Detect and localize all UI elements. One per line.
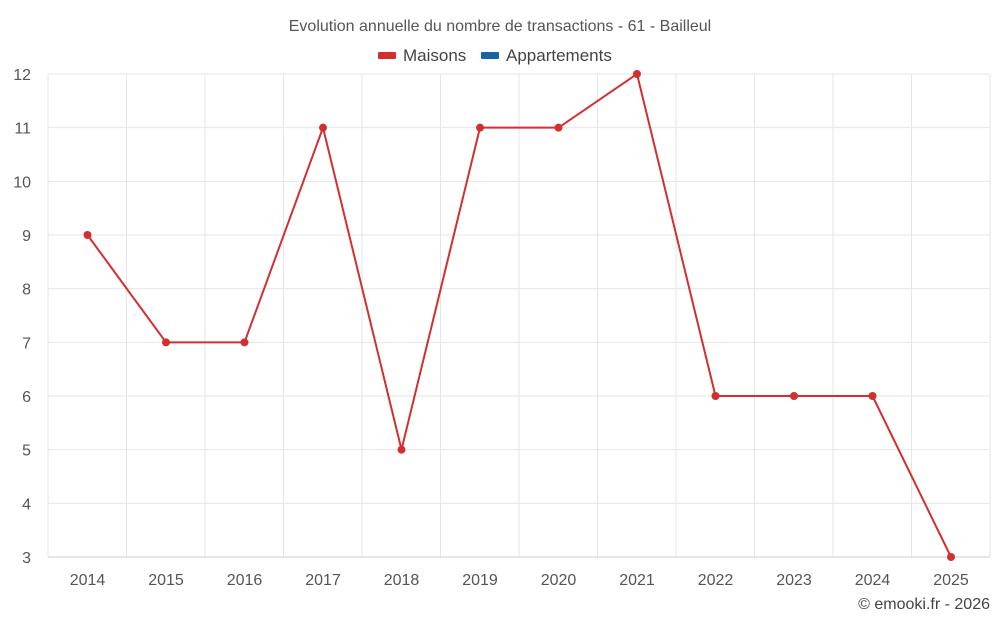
y-tick-label-5: 5 (22, 443, 31, 460)
grid (47, 73, 991, 557)
data-point-maisons-2019[interactable] (476, 123, 484, 132)
x-tick-label-2021: 2021 (619, 572, 655, 589)
x-tick-label-2020: 2020 (541, 572, 577, 589)
y-tick-label-3: 3 (22, 550, 31, 567)
y-tick-label-11: 11 (14, 121, 31, 138)
legend-item-appartements[interactable]: Appartements (481, 46, 612, 65)
y-tick-label-8: 8 (22, 282, 31, 299)
legend: Maisons Appartements (378, 46, 612, 65)
x-tick-label-2019: 2019 (462, 572, 498, 589)
data-point-maisons-2021[interactable] (633, 70, 641, 78)
axes: 3 4 5 6 7 8 9 10 11 12 2014 2015 2016 2017 2018 2019 202… (13, 67, 990, 589)
series (83, 70, 955, 561)
credit-text: © emooki.fr - 2026 (858, 596, 990, 613)
data-point-maisons-2015[interactable] (162, 338, 170, 347)
x-tick-label-2024: 2024 (855, 572, 891, 589)
y-tick-label-10: 10 (13, 174, 31, 191)
legend-item-maisons[interactable]: Maisons (378, 46, 466, 65)
data-point-maisons-2016[interactable] (240, 338, 249, 347)
data-point-maisons-2017[interactable] (319, 123, 327, 132)
data-point-maisons-2025[interactable] (947, 553, 955, 561)
x-tick-label-2022: 2022 (698, 572, 734, 589)
y-tick-label-9: 9 (22, 228, 31, 245)
x-tick-label-2025: 2025 (933, 572, 969, 589)
x-tick-label-2016: 2016 (227, 572, 263, 589)
x-tick-label-2018: 2018 (384, 572, 420, 589)
data-point-maisons-2014[interactable] (83, 231, 92, 239)
data-point-maisons-2018[interactable] (397, 445, 406, 454)
x-tick-label-2017: 2017 (305, 572, 341, 589)
data-point-maisons-2023[interactable] (790, 392, 798, 400)
data-point-maisons-2022[interactable] (711, 392, 720, 400)
y-tick-label-12: 12 (13, 67, 31, 84)
y-tick-label-7: 7 (22, 335, 31, 352)
legend-swatch-maisons (378, 52, 396, 59)
x-tick-label-2015: 2015 (148, 572, 184, 589)
series-line-maisons (86, 72, 952, 558)
data-point-maisons-2024[interactable] (868, 392, 877, 400)
x-tick-label-2014: 2014 (70, 572, 106, 589)
y-tick-label-4: 4 (22, 496, 31, 513)
legend-label-appartements: Appartements (506, 46, 612, 65)
y-tick-label-6: 6 (22, 389, 31, 406)
x-tick-label-2023: 2023 (776, 572, 812, 589)
legend-label-maisons: Maisons (403, 46, 466, 65)
legend-swatch-appartements (481, 52, 499, 59)
chart-title: Evolution annuelle du nombre de transact… (289, 18, 711, 35)
data-point-maisons-2020[interactable] (554, 123, 563, 132)
